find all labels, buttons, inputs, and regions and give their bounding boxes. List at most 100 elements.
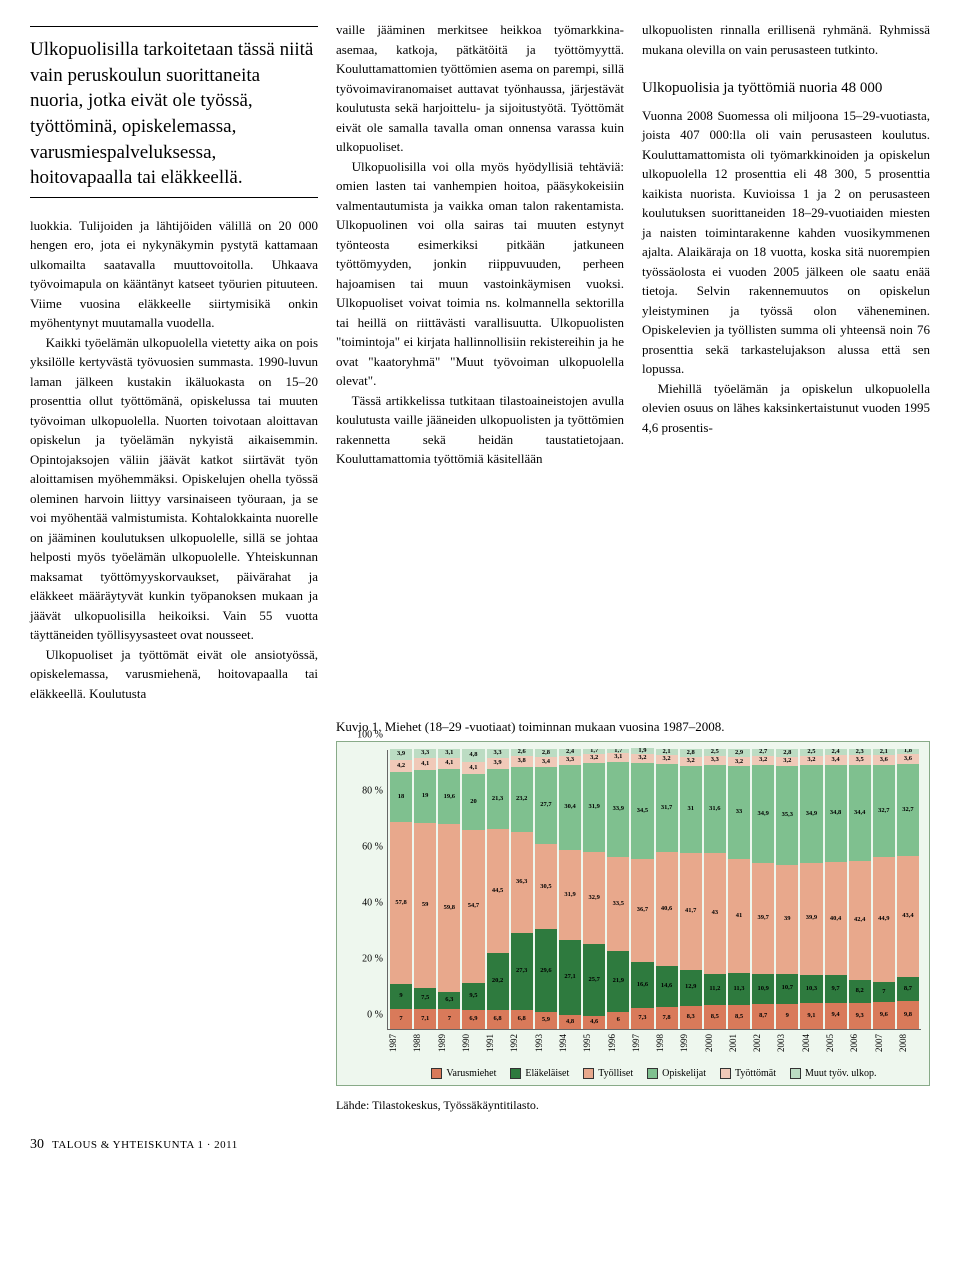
bar-segment-tyottomat: 3,2 xyxy=(728,757,750,766)
rule-top xyxy=(30,26,318,27)
x-label: 1988 xyxy=(411,1030,435,1060)
bar-segment-opiskelijat: 31,9 xyxy=(583,763,605,852)
bar-segment-tyottomat: 3,6 xyxy=(897,754,919,764)
bar-segment-tyottomat: 4,1 xyxy=(438,758,460,769)
bar-segment-elakelaiset: 21,9 xyxy=(607,951,629,1012)
col1-p2: Kaikki työelämän ulkopuolella vietetty a… xyxy=(30,333,318,645)
bar-segment-muut: 2,6 xyxy=(511,749,533,756)
legend-label: Varusmiehet xyxy=(446,1066,496,1081)
bar-segment-elakelaiset: 9,7 xyxy=(825,975,847,1002)
legend-swatch xyxy=(647,1068,658,1079)
x-label: 1997 xyxy=(630,1030,654,1060)
y-tick: 40 % xyxy=(362,895,383,910)
bar-column: 7,316,636,734,53,21,9 xyxy=(631,748,653,1029)
chart-source: Lähde: Tilastokeskus, Työssäkäyntitilast… xyxy=(336,1096,930,1114)
bar-segment-varusmiehet: 9,4 xyxy=(825,1003,847,1029)
bar-segment-elakelaiset: 10,7 xyxy=(776,974,798,1004)
col2-p3: Tässä artikkelissa tutkitaan tilastoaine… xyxy=(336,391,624,469)
bar-segment-muut: 2,5 xyxy=(704,749,726,756)
legend-item: Opiskelijat xyxy=(647,1066,706,1081)
bar-segment-opiskelijat: 34,5 xyxy=(631,763,653,860)
bar-segment-opiskelijat: 18 xyxy=(390,772,412,822)
bar-segment-opiskelijat: 19,6 xyxy=(438,769,460,824)
chart-legend: VarusmiehetEläkeläisetTyöllisetOpiskelij… xyxy=(387,1066,921,1081)
x-label: 1993 xyxy=(533,1030,557,1060)
bar-segment-tyolliset: 59,8 xyxy=(438,824,460,991)
column-3: ulkopuolisten rinnalla erillisenä ryhmän… xyxy=(642,20,930,703)
x-label: 1995 xyxy=(581,1030,605,1060)
bar-segment-tyottomat: 3,2 xyxy=(583,754,605,763)
bar-column: 8,511,24331,63,32,5 xyxy=(704,749,726,1029)
bar-segment-varusmiehet: 7,3 xyxy=(631,1008,653,1028)
pullquote-text: Ulkopuolisilla tarkoitetaan tässä niitä … xyxy=(30,37,318,191)
col2-p1: vaille jääminen merkitsee heikkoa työmar… xyxy=(336,20,624,157)
bar-segment-elakelaiset: 29,6 xyxy=(535,929,557,1012)
x-label: 2002 xyxy=(751,1030,775,1060)
bar-segment-elakelaiset: 11,3 xyxy=(728,973,750,1005)
bar-segment-varusmiehet: 6,9 xyxy=(462,1010,484,1029)
text-columns: Ulkopuolisilla tarkoitetaan tässä niitä … xyxy=(30,20,930,703)
bar-segment-elakelaiset: 10,9 xyxy=(752,974,774,1005)
bar-segment-tyottomat: 3,3 xyxy=(704,756,726,765)
legend-swatch xyxy=(583,1068,594,1079)
bar-segment-tyottomat: 3,2 xyxy=(631,754,653,763)
bar-segment-varusmiehet: 7 xyxy=(438,1009,460,1029)
bar-segment-tyolliset: 36,7 xyxy=(631,859,653,962)
bar-segment-varusmiehet: 7,1 xyxy=(414,1009,436,1029)
bar-segment-varusmiehet: 9,1 xyxy=(800,1003,822,1028)
y-tick: 80 % xyxy=(362,783,383,798)
bar-segment-varusmiehet: 9,6 xyxy=(873,1002,895,1029)
bar-segment-muut: 1,7 xyxy=(607,749,629,754)
x-label: 1992 xyxy=(508,1030,532,1060)
x-label: 2001 xyxy=(727,1030,751,1060)
bar-column: 7,17,559194,13,3 xyxy=(414,749,436,1029)
bar-segment-elakelaiset: 20,2 xyxy=(487,953,509,1010)
bar-segment-muut: 2,8 xyxy=(776,749,798,757)
bar-segment-tyottomat: 3,9 xyxy=(487,758,509,769)
col3-p1: ulkopuolisten rinnalla erillisenä ryhmän… xyxy=(642,20,930,59)
x-label: 1998 xyxy=(654,1030,678,1060)
bar-segment-muut: 2,3 xyxy=(849,749,871,755)
bar-segment-muut: 2,5 xyxy=(800,749,822,756)
publication-name: TALOUS & YHTEISKUNTA 1 · 2011 xyxy=(52,1137,238,1154)
bar-segment-varusmiehet: 7 xyxy=(390,1009,412,1029)
bar-segment-tyolliset: 39,9 xyxy=(800,863,822,975)
bar-segment-elakelaiset: 8,2 xyxy=(849,980,871,1003)
bar-column: 9,110,339,934,93,22,5 xyxy=(800,749,822,1029)
bar-segment-muut: 2,7 xyxy=(752,749,774,757)
bar-segment-tyottomat: 3,2 xyxy=(752,756,774,765)
stacked-bar-chart: 0 %20 %40 %60 %80 %100 % 7957,8184,23,97… xyxy=(345,750,921,1030)
bar-segment-elakelaiset: 27,1 xyxy=(559,940,581,1016)
bar-segment-tyolliset: 57,8 xyxy=(390,822,412,984)
bar-segment-muut: 2,8 xyxy=(535,749,557,757)
bar-segment-muut: 2,4 xyxy=(559,749,581,756)
bar-segment-tyolliset: 33,5 xyxy=(607,857,629,951)
legend-swatch xyxy=(720,1068,731,1079)
bar-segment-tyolliset: 41 xyxy=(728,859,750,974)
bar-segment-elakelaiset: 16,6 xyxy=(631,962,653,1008)
bar-segment-tyolliset: 54,7 xyxy=(462,830,484,983)
bar-segment-muut: 3,3 xyxy=(414,749,436,758)
bar-segment-opiskelijat: 23,2 xyxy=(511,767,533,832)
bar-segment-opiskelijat: 30,4 xyxy=(559,765,581,850)
bar-segment-tyolliset: 44,9 xyxy=(873,857,895,983)
bar-segment-tyottomat: 3,2 xyxy=(680,757,702,766)
section-heading: Ulkopuolisia ja työttömiä nuoria 48 000 xyxy=(642,77,930,100)
x-label: 2004 xyxy=(800,1030,824,1060)
bar-column: 5,929,630,527,73,42,8 xyxy=(535,749,557,1029)
y-tick: 20 % xyxy=(362,951,383,966)
x-label: 1996 xyxy=(606,1030,630,1060)
bar-segment-elakelaiset: 6,3 xyxy=(438,992,460,1010)
x-label: 1999 xyxy=(678,1030,702,1060)
bar-segment-tyottomat: 4,2 xyxy=(390,760,412,772)
bar-segment-muut: 1,7 xyxy=(583,749,605,754)
bar-column: 4,625,732,931,93,21,7 xyxy=(583,749,605,1029)
bar-segment-opiskelijat: 32,7 xyxy=(897,764,919,856)
bar-segment-opiskelijat: 34,8 xyxy=(825,765,847,862)
x-label: 1991 xyxy=(484,1030,508,1060)
bar-column: 6,827,336,323,23,82,6 xyxy=(511,749,533,1029)
bar-segment-tyolliset: 39 xyxy=(776,865,798,974)
bar-segment-tyolliset: 31,9 xyxy=(559,850,581,939)
legend-label: Eläkeläiset xyxy=(525,1066,569,1081)
bar-segment-tyottomat: 4,1 xyxy=(414,758,436,769)
